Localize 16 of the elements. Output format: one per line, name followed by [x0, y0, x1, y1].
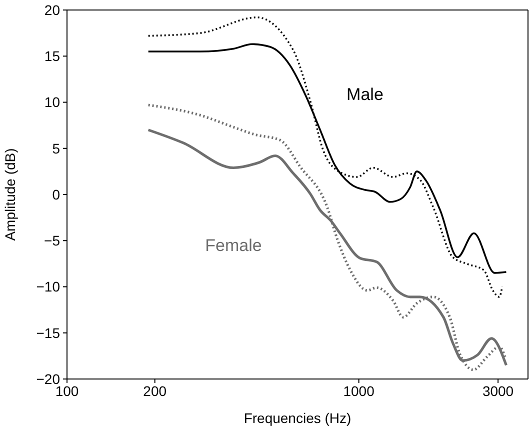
- y-tick-label: 5: [52, 140, 60, 156]
- text: Female: [205, 236, 262, 256]
- x-tick-label: 1000: [343, 382, 375, 399]
- y-tick-label: 20: [44, 2, 60, 18]
- y-axis-title: Amplitude (dB): [2, 148, 18, 241]
- y-tick-label: −20: [36, 370, 60, 387]
- y-tick-label: 10: [44, 94, 60, 110]
- y-tick-label: 0: [52, 186, 60, 202]
- x-tick-label: 200: [143, 382, 167, 399]
- y-tick-label: −15: [36, 324, 60, 341]
- x-axis-title: Frequencies (Hz): [244, 410, 352, 426]
- y-tick-label: −5: [44, 232, 60, 249]
- x-tick-label: 3000: [482, 382, 514, 399]
- y-tick-label: −10: [36, 278, 60, 295]
- y-tick-label: 15: [44, 48, 60, 64]
- text: Male: [346, 84, 384, 105]
